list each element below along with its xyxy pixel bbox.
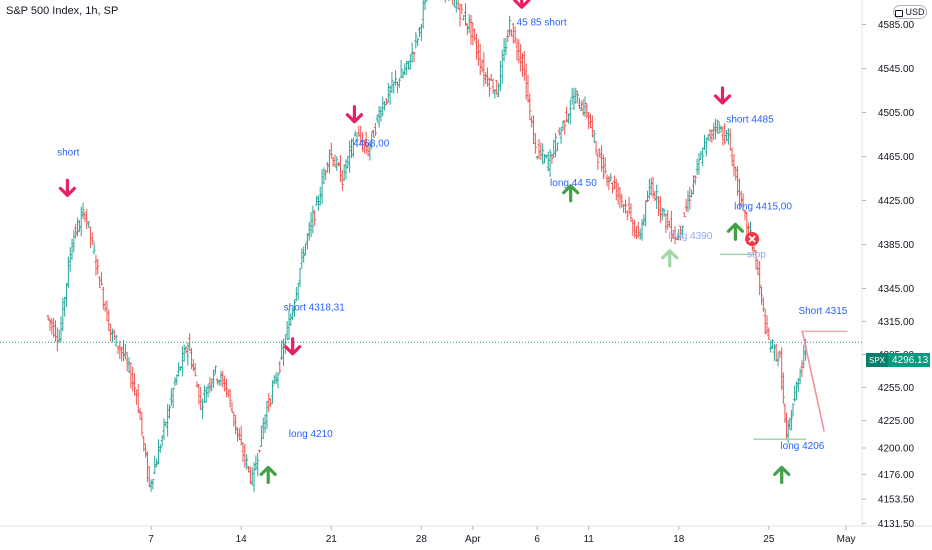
- currency-button[interactable]: USD: [893, 5, 927, 19]
- annotation-label: long 4390: [668, 231, 712, 242]
- x-tick-label: 28: [416, 534, 428, 545]
- arrow-up-icon: [661, 249, 679, 268]
- grid: [0, 0, 932, 527]
- y-tick-label: 4255.00: [878, 383, 915, 394]
- annotation-label: long 44 50: [550, 178, 597, 189]
- arrow-down-icon: [284, 337, 302, 356]
- arrow-down-icon: [345, 105, 364, 124]
- drawings: [0, 253, 862, 440]
- annotation-label: long 4206: [780, 441, 824, 452]
- arrow-up-icon: [726, 222, 744, 241]
- annotation-label: short 4318,31: [284, 303, 346, 314]
- y-tick-label: 4385.00: [878, 240, 915, 251]
- y-tick-label: 4153.50: [878, 495, 915, 506]
- arrow-up-icon: [259, 465, 277, 484]
- price-axis[interactable]: 4675.004650.004625.004585.004545.004505.…: [862, 0, 915, 530]
- y-tick-label: 4345.00: [878, 284, 915, 295]
- x-tick-label: 14: [236, 534, 248, 545]
- y-tick-label: 4465.00: [878, 152, 915, 163]
- arrow-down-icon: [58, 178, 77, 197]
- time-axis[interactable]: 7142128Apr6111825May9: [148, 526, 932, 545]
- arrow-down-icon: [513, 0, 531, 9]
- close-icon: [748, 235, 756, 243]
- y-tick-label: 4505.00: [878, 108, 915, 119]
- projection-line: [801, 331, 825, 432]
- x-tick-label: 18: [673, 534, 685, 545]
- annotation-label: long 4210: [289, 429, 333, 440]
- last-price-value: 4296.13: [892, 354, 929, 366]
- y-tick-label: 4200.00: [878, 444, 915, 455]
- lock-icon: [895, 9, 904, 17]
- annotation-label: Short 4315: [798, 306, 847, 317]
- last-price-badge: SPX 4296.13: [866, 353, 930, 367]
- annotation-label: 4468,00: [353, 139, 390, 150]
- price-bars: [46, 0, 808, 493]
- chart-title: S&P 500 Index, 1h, SP: [6, 5, 119, 17]
- x-tick-label: 25: [763, 534, 775, 545]
- y-tick-label: 4131.50: [878, 519, 915, 530]
- y-tick-label: 4585.00: [878, 20, 915, 31]
- x-tick-label: 11: [583, 534, 594, 545]
- y-tick-label: 4425.00: [878, 196, 915, 207]
- arrow-down-icon: [713, 86, 732, 105]
- y-tick-label: 4176.00: [878, 470, 915, 481]
- y-tick-label: 4545.00: [878, 64, 915, 75]
- annotation-label: stop: [747, 250, 766, 261]
- annotation-label: short: [57, 147, 79, 158]
- annotation-label: 45 85 short: [517, 18, 567, 29]
- annotation-label: long 4415,00: [734, 201, 792, 212]
- x-tick-label: 21: [326, 534, 338, 545]
- last-price-symbol: SPX: [866, 353, 889, 367]
- annotation-label: short 4485: [726, 114, 774, 125]
- y-tick-label: 4315.00: [878, 317, 915, 328]
- arrow-up-icon: [562, 184, 580, 203]
- arrow-up-icon: [773, 465, 791, 484]
- y-tick-label: 4225.00: [878, 416, 915, 427]
- x-tick-label: 7: [148, 534, 154, 545]
- x-tick-label: Apr: [465, 534, 481, 545]
- x-tick-label: May: [837, 534, 856, 545]
- x-tick-label: 6: [534, 534, 540, 545]
- currency-label: USD: [905, 7, 925, 17]
